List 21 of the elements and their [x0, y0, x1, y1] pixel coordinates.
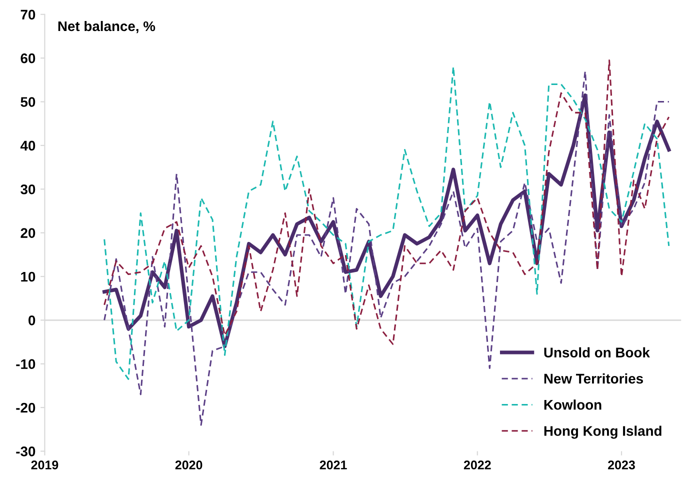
y-tick-label: 20 — [20, 228, 36, 238]
x-tick-label: 2022 — [464, 460, 491, 470]
legend-label: Kowloon — [544, 400, 602, 410]
x-tick-label: 2020 — [175, 460, 202, 470]
legend-label: New Territories — [544, 373, 643, 384]
x-tick-label: 2021 — [320, 460, 347, 470]
y-tick-label: 60 — [20, 53, 36, 64]
x-tick-label: 2019 — [31, 460, 58, 470]
y-tick-label: 30 — [20, 184, 36, 194]
legend-label: Unsold on Book — [544, 347, 650, 358]
y-axis-title: Net balance, % — [58, 20, 156, 34]
y-tick-label: 50 — [20, 97, 36, 107]
y-tick-label: -30 — [16, 446, 36, 456]
y-tick-label: 40 — [20, 140, 36, 151]
y-tick-label: -20 — [16, 402, 36, 413]
x-tick-label: 2023 — [608, 460, 635, 470]
y-tick-label: -10 — [16, 359, 36, 370]
legend-label: Hong Kong Island — [544, 426, 662, 439]
y-tick-label: 10 — [21, 272, 36, 282]
y-tick-label: 70 — [20, 10, 36, 20]
y-tick-label: 0 — [28, 315, 36, 326]
